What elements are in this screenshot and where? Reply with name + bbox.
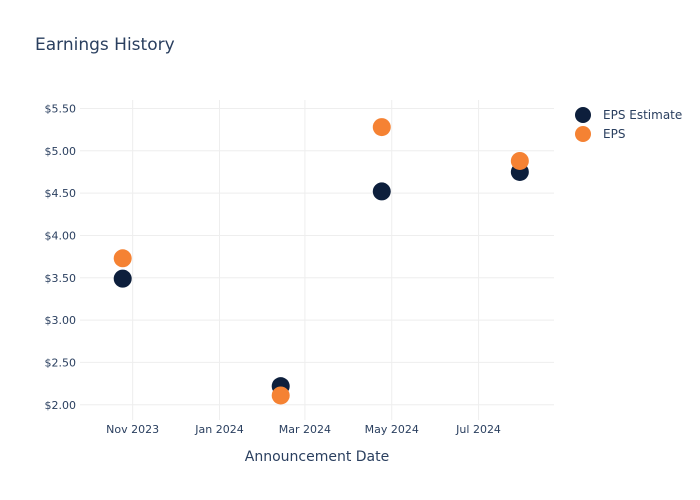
x-axis-title: Announcement Date [245,449,389,465]
data-points [113,118,529,405]
data-point-eps [271,386,290,405]
legend-marker [575,126,591,142]
y-axis-ticks: $2.00 $2.50 $3.00 $3.50 $4.00 $4.50 $5.00 $5.50 [45,102,77,411]
x-tick-label: Jan 2024 [194,423,243,436]
x-tick-label: Jul 2024 [455,423,501,436]
data-point-eps [372,118,391,137]
grid-layer [80,100,554,420]
data-point-eps-estimate [113,269,132,288]
legend-marker [575,107,591,123]
data-point-eps [510,151,529,170]
y-tick-label: $5.50 [45,102,77,115]
y-tick-label: $3.50 [45,272,77,285]
data-point-eps-estimate [372,182,391,201]
y-tick-label: $5.00 [45,145,77,158]
legend-label: EPS Estimate [603,108,682,122]
legend-label: EPS [603,127,625,141]
x-axis-ticks: Nov 2023 Jan 2024 Mar 2024 May 2024 Jul 2024 [106,423,501,436]
x-tick-label: Mar 2024 [279,423,331,436]
data-point-eps [113,249,132,268]
legend: EPS Estimate EPS [575,107,682,142]
y-tick-label: $3.00 [45,314,77,327]
chart-title: Earnings History [35,35,175,55]
y-tick-label: $4.00 [45,229,77,242]
y-tick-label: $2.00 [45,399,77,412]
y-tick-label: $4.50 [45,187,77,200]
x-tick-label: Nov 2023 [106,423,159,436]
y-tick-label: $2.50 [45,356,77,369]
x-tick-label: May 2024 [365,423,419,436]
